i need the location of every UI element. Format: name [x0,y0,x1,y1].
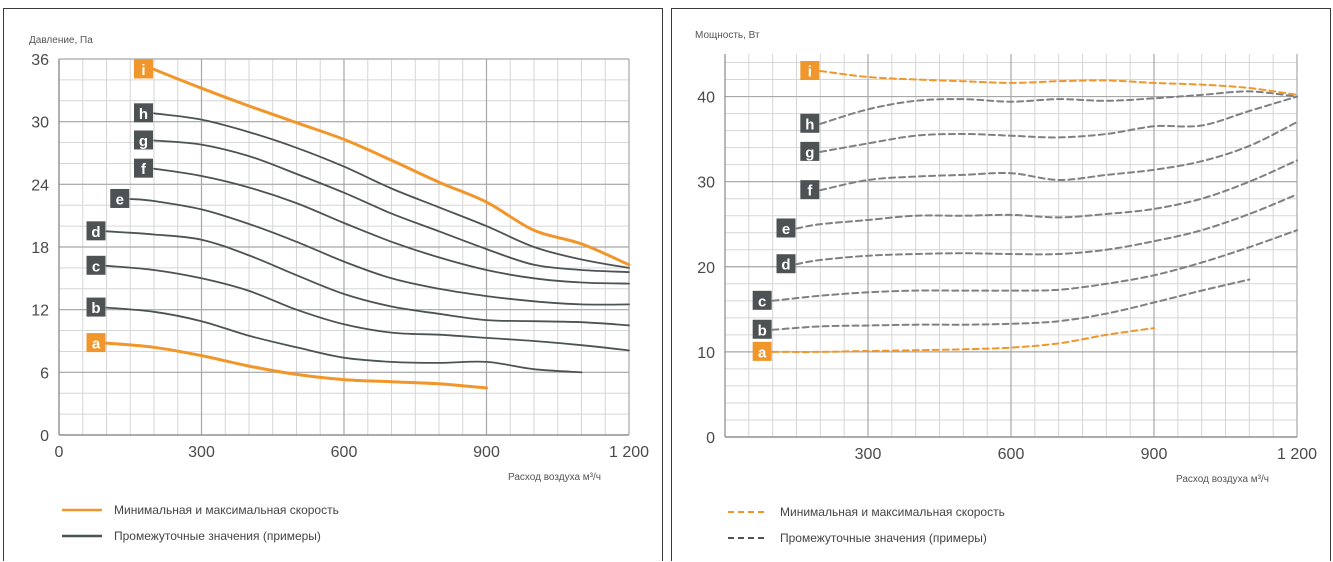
y-tick-label: 18 [31,240,49,257]
series-badge-label: g [805,144,814,161]
y-tick-label: 10 [697,345,715,362]
y-tick-label: 20 [697,260,715,277]
series-badge-box-c [86,255,106,275]
series-badge-label: e [782,221,790,238]
series-badge-label: i [141,62,145,79]
pressure-chart-panel: 0 300 600 900 1 200 0 6 12 18 24 30 36 Давление, Па Р… [3,8,663,561]
x-axis-title: Расход воздуха м³/ч [508,472,601,483]
x-tick-label: 300 [188,444,215,461]
series-line-g [153,139,630,273]
series-line-e [795,159,1298,230]
series-line-d [105,230,630,327]
legend-label: Промежуточные значения (примеры) [780,531,987,545]
series-badge-box-a [752,341,772,361]
series-badges: i hg f e d cba [752,61,820,361]
y-tick-label: 0 [706,430,715,447]
x-tick-label: 1 200 [609,444,649,461]
grid-major [58,58,630,436]
x-tick-label: 1 200 [1277,446,1317,463]
legend-label: Минимальная и максимальная скорость [114,503,339,517]
series-line-a [771,327,1155,353]
series-line-c [105,264,630,352]
series-badge-box-g [134,130,153,150]
legend-label: Промежуточные значения (примеры) [114,529,321,543]
series-line-c [771,229,1298,302]
power-chart-panel: 300 600 900 1 200 0 10 20 30 40 Мощность, Вт Расхо… [671,8,1331,561]
series-badge-box-c [752,290,772,310]
series-badge-box-e [110,188,130,208]
series-badge-label: a [92,336,101,353]
series-badge-label: h [139,106,148,123]
series-badge-box-i [800,61,820,81]
x-tick-label: 900 [473,444,500,461]
series-badge-label: b [758,322,767,339]
y-tick-label: 24 [31,177,49,194]
x-axis-title: Расход воздуха м³/ч [1176,474,1269,485]
series-badge-label: f [807,183,813,200]
series-group [105,67,631,390]
pressure-chart: 0 300 600 900 1 200 0 6 12 18 24 30 36 Давление, Па Р… [29,35,649,543]
series-line-f [819,121,1298,192]
series-badge-label: d [91,224,100,241]
y-tick-label: 0 [40,428,49,445]
series-badge-label: g [139,133,148,150]
series-badge-label: h [805,116,814,133]
series-badge-box-g [800,141,820,161]
x-tick-label: 600 [331,444,358,461]
series-line-g [819,95,1298,153]
y-tick-label: 36 [31,52,49,69]
series-line-b [105,306,583,374]
series-badge-box-b [86,297,106,317]
power-chart: 300 600 900 1 200 0 10 20 30 40 Мощность, Вт Расхо… [695,30,1317,545]
series-badge-box-e [776,218,796,238]
y-axis-title: Давление, Па [29,35,93,46]
x-tick-label: 600 [998,446,1025,463]
legend: Минимальная и максимальная скорость Проме… [62,503,339,543]
x-tick-label: 900 [1141,446,1168,463]
series-line-d [795,193,1298,266]
series-line-a [105,341,488,390]
series-line-e [129,198,630,306]
series-badge-label: e [116,191,124,208]
series-badge-box-d [86,221,106,241]
y-tick-label: 12 [31,303,49,320]
series-badge-box-b [752,319,772,339]
y-axis-title: Мощность, Вт [695,30,760,41]
series-badge-label: d [781,257,790,274]
series-badge-label: i [808,64,812,81]
x-tick-label: 300 [855,446,882,463]
y-tick-label: 30 [697,175,715,192]
series-badge-box-d [776,254,796,274]
series-badge-label: c [758,293,766,310]
series-badge-label: a [758,344,767,361]
series-badge-box-f [134,158,153,178]
series-badge-label: f [141,161,147,178]
y-tick-label: 30 [31,115,49,132]
series-badge-box-f [800,180,820,200]
series-line-h [153,112,630,269]
series-line-f [153,167,630,285]
x-tick-label: 0 [55,444,64,461]
series-badge-box-a [86,333,106,353]
y-tick-label: 40 [697,90,715,107]
series-badge-label: b [91,300,100,317]
legend-label: Минимальная и максимальная скорость [780,505,1005,519]
series-line-h [819,90,1298,125]
series-line-b [771,278,1251,331]
y-tick-label: 6 [40,365,49,382]
series-group [771,70,1298,353]
series-badge-label: c [92,258,100,275]
series-badge-box-i [134,59,153,79]
series-line-i [819,70,1298,96]
legend: Минимальная и максимальная скорость Проме… [728,505,1005,545]
series-line-i [152,67,631,267]
series-badge-box-h [134,103,153,123]
series-badge-box-h [800,113,820,133]
